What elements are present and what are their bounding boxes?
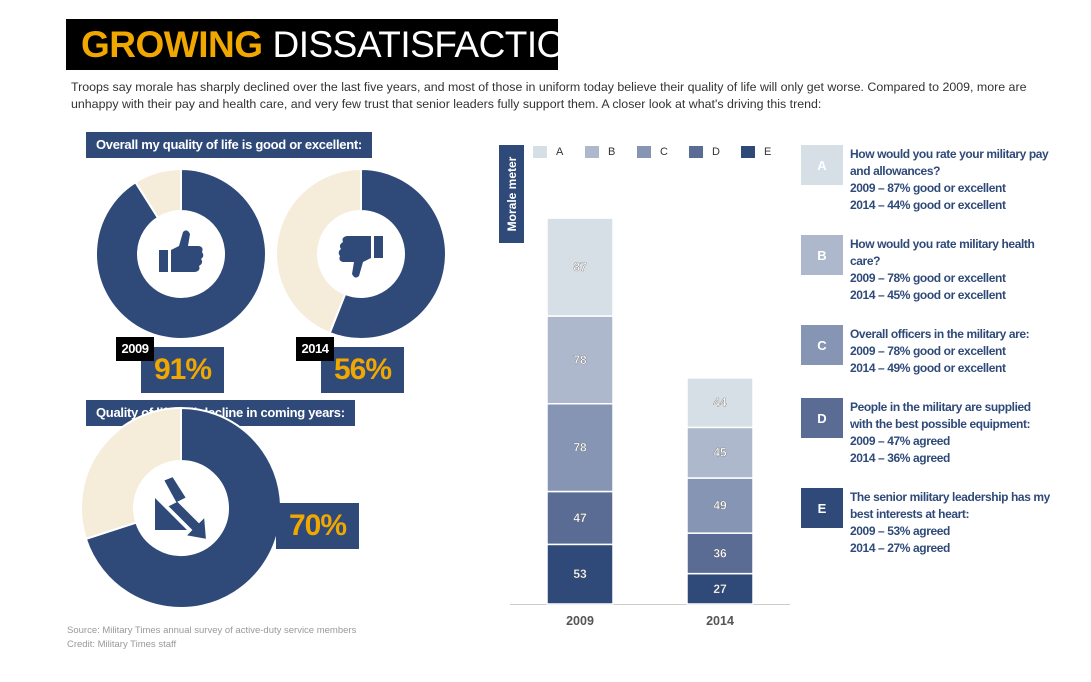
legend-swatch	[585, 146, 599, 158]
legend-line: 2009 – 78% good or excellent	[850, 344, 1006, 358]
bar-value-label: 44	[713, 396, 727, 410]
donut-slice-rest	[80, 406, 182, 541]
legend-box-B: B	[801, 235, 843, 275]
bar-2009-B	[546, 315, 614, 405]
legend-line: How would you rate military health	[850, 237, 1035, 251]
bar-value-label: 27	[713, 582, 727, 596]
bar-value-label: 36	[713, 546, 727, 560]
legend-label: E	[764, 146, 772, 158]
legend-line: with the best possible equipment:	[850, 417, 1031, 431]
pct-2014: 56%	[321, 347, 404, 393]
legend-line: 2014 – 36% agreed	[850, 451, 950, 465]
legend-box-A: A	[801, 145, 843, 185]
bar-2009-A	[546, 217, 614, 317]
bar-value-label: 53	[573, 567, 587, 581]
bar-2009-E	[546, 543, 614, 605]
legend-entry-C: C	[637, 146, 689, 158]
bar-value-label: 87	[573, 260, 587, 274]
bar-value-label: 49	[713, 499, 727, 513]
source-note: Source: Military Times annual survey of …	[67, 625, 357, 636]
chart-legend: A B C D E	[533, 146, 793, 158]
legend-text-B: How would you rate military health care? 2…	[850, 236, 1070, 304]
legend-label: A	[556, 146, 564, 158]
donut-slice-value	[84, 406, 282, 609]
thumbs-down-icon	[338, 236, 383, 278]
donut-slice-value	[328, 167, 447, 340]
legend-label: C	[660, 146, 668, 158]
legend-line: Overall officers in the military are:	[850, 327, 1030, 341]
legend-text-D: People in the military are supplied with …	[850, 399, 1070, 467]
morale-meter-label: Morale meter	[499, 145, 524, 243]
legend-text-A: How would you rate your military pay and …	[850, 146, 1070, 214]
legend-line: How would you rate your military pay	[850, 147, 1049, 161]
pct-decline: 70%	[276, 503, 359, 549]
bar-2009-D	[546, 490, 614, 546]
legend-line: 2009 – 78% good or excellent	[850, 271, 1006, 285]
legend-box-C: C	[801, 325, 843, 365]
credit-note: Credit: Military Times staff	[67, 639, 177, 650]
bar-value-label: 78	[573, 353, 587, 367]
legend-box-E: E	[801, 488, 843, 528]
legend-line: 2009 – 87% good or excellent	[850, 181, 1006, 195]
legend-line: The senior military leadership has my	[850, 490, 1050, 504]
bar-value-label: 45	[713, 446, 727, 460]
bar-value-label: 78	[573, 441, 587, 455]
legend-label: B	[608, 146, 616, 158]
legend-line: People in the military are supplied	[850, 400, 1031, 414]
legend-swatch	[741, 146, 755, 158]
year-2014: 2014	[296, 337, 334, 361]
donut-slice-rest	[134, 167, 182, 220]
thumbs-up-icon	[159, 230, 204, 272]
legend-text-C: Overall officers in the military are: 200…	[850, 326, 1070, 377]
donut-slice-rest	[275, 167, 362, 335]
donut-slice-value	[95, 167, 267, 340]
bar-2014-A	[686, 377, 754, 429]
bar-2014-E	[686, 572, 754, 605]
legend-swatch	[637, 146, 651, 158]
legend-text-E: The senior military leadership has my bes…	[850, 489, 1070, 557]
bar-value-label: 47	[573, 511, 587, 525]
legend-swatch	[689, 146, 703, 158]
legend-line: 2014 – 27% agreed	[850, 541, 950, 555]
legend-line: 2009 – 47% agreed	[850, 434, 950, 448]
stacked-bar-chart: 53 47 78 78 87 2009 27 36 49 45 44 2014	[510, 217, 790, 628]
x-tick-label: 2009	[566, 614, 594, 628]
pct-2009: 91%	[141, 347, 224, 393]
legend-entry-A: A	[533, 146, 585, 158]
page-title: GROWING DISSATISFACTION	[66, 19, 592, 70]
x-tick-label: 2014	[706, 614, 734, 628]
legend-line: 2009 – 53% agreed	[850, 524, 950, 538]
legend-entry-B: B	[585, 146, 637, 158]
legend-swatch	[533, 146, 547, 158]
legend-line: 2014 – 44% good or excellent	[850, 198, 1006, 212]
donut-charts	[80, 167, 447, 609]
title-highlight: GROWING	[81, 23, 263, 65]
legend-line: care?	[850, 254, 881, 268]
legend-line: best interests at heart:	[850, 507, 970, 521]
legend-line: 2014 – 49% good or excellent	[850, 361, 1006, 375]
bar-2014-C	[686, 477, 754, 534]
quality-header: Overall my quality of life is good or ex…	[86, 132, 372, 158]
title-rest: DISSATISFACTION	[272, 23, 592, 65]
year-2009: 2009	[116, 337, 154, 361]
intro-text: Troops say morale has sharply declined o…	[71, 80, 1027, 111]
bar-2014-D	[686, 532, 754, 575]
legend-label: D	[712, 146, 720, 158]
bar-2009-C	[546, 403, 614, 493]
decline-arrow-icon	[155, 474, 209, 542]
legend-entry-E: E	[741, 146, 793, 158]
legend-box-D: D	[801, 398, 843, 438]
legend-entry-D: D	[689, 146, 741, 158]
legend-line: 2014 – 45% good or excellent	[850, 288, 1006, 302]
legend-line: and allowances?	[850, 164, 941, 178]
